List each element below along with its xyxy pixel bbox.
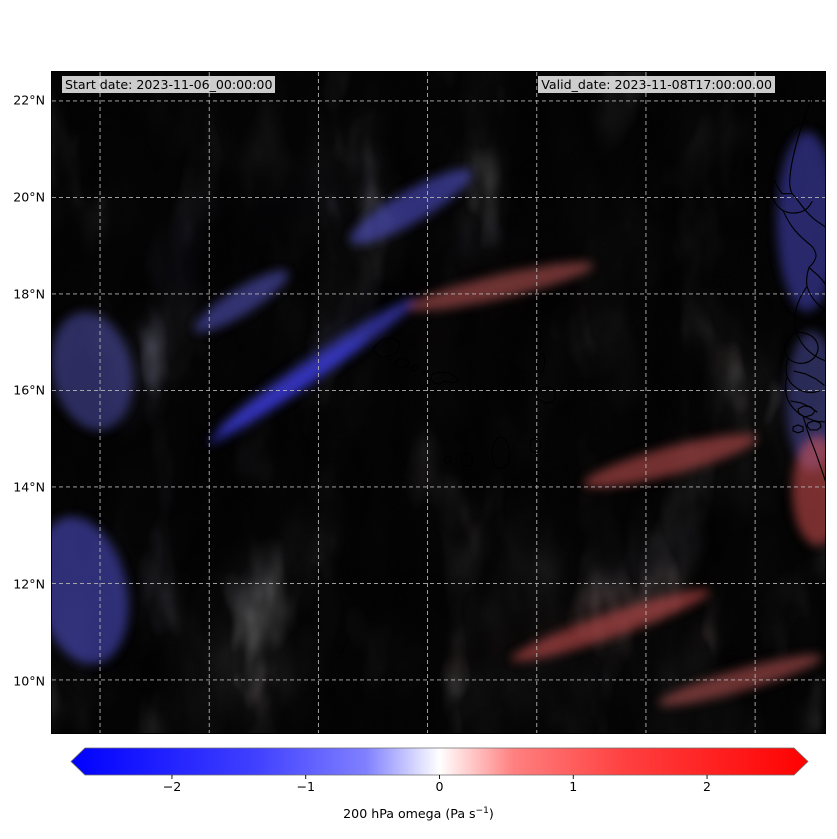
y-tick-label: 22°N [13, 92, 45, 108]
coastline-overlay [372, 95, 825, 482]
y-tick-label: 16°N [13, 382, 45, 398]
colorbar-label: 200 hPa omega (Pa s−1) [0, 806, 837, 821]
colorbar-label-tail: ) [488, 806, 494, 822]
colorbar-tick-label: −1 [296, 779, 316, 794]
map-axes [51, 71, 826, 734]
valid-date-annotation: Valid_date: 2023-11-08T17:00:00.00 [538, 76, 775, 93]
y-tick-label: 20°N [13, 189, 45, 205]
y-tick-label: 12°N [13, 576, 45, 592]
start-date-annotation: Start date: 2023-11-06_00:00:00 [62, 76, 276, 93]
colorbar-tick-label: −2 [162, 779, 182, 794]
colorbar-label-text: 200 hPa omega (Pa s [343, 806, 476, 822]
colorbar-label-exponent: −1 [475, 806, 489, 816]
y-tick-label: 14°N [13, 479, 45, 495]
graticule-gridlines [52, 72, 825, 733]
omega-field-heatmap [52, 72, 825, 733]
colorbar-tick-label: 2 [703, 779, 712, 794]
colorbar-tick-label: 0 [435, 779, 444, 794]
y-tick-label: 18°N [13, 286, 45, 302]
y-tick-label: 10°N [13, 673, 45, 689]
colorbar-tick-label: 1 [569, 779, 578, 794]
